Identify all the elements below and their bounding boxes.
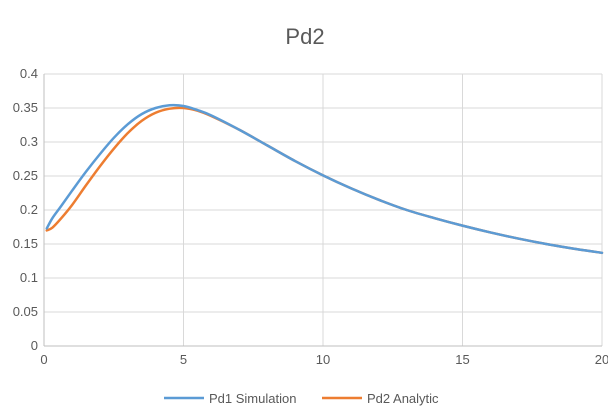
x-tick-label: 15 (455, 352, 469, 367)
tick-labels: 0 0.05 0.1 0.15 0.2 0.25 0.3 0.35 0.4 0 5 10 15 20 (13, 66, 608, 367)
y-tick-label: 0.3 (20, 134, 38, 149)
legend-label-pd2-analytic: Pd2 Analytic (367, 391, 439, 406)
series-line-pd1-simulation (45, 103, 604, 255)
legend: Pd1 Simulation Pd2 Analytic (164, 391, 439, 406)
chart-title: Pd2 (285, 24, 324, 49)
x-tick-label: 20 (595, 352, 608, 367)
x-tick-label: 5 (180, 352, 187, 367)
gridlines (44, 73, 603, 346)
y-tick-label: 0 (31, 338, 38, 353)
y-tick-label: 0.35 (13, 100, 38, 115)
series-line-pd2-analytic (45, 106, 604, 255)
x-tick-label: 10 (316, 352, 330, 367)
x-tick-label: 0 (40, 352, 47, 367)
y-tick-label: 0.25 (13, 168, 38, 183)
y-tick-label: 0.1 (20, 270, 38, 285)
y-tick-label: 0.05 (13, 304, 38, 319)
y-tick-label: 0.2 (20, 202, 38, 217)
y-tick-label: 0.15 (13, 236, 38, 251)
axes (43, 74, 602, 347)
series-lines (45, 103, 604, 255)
y-tick-label: 0.4 (20, 66, 38, 81)
legend-label-pd1-simulation: Pd1 Simulation (209, 391, 296, 406)
